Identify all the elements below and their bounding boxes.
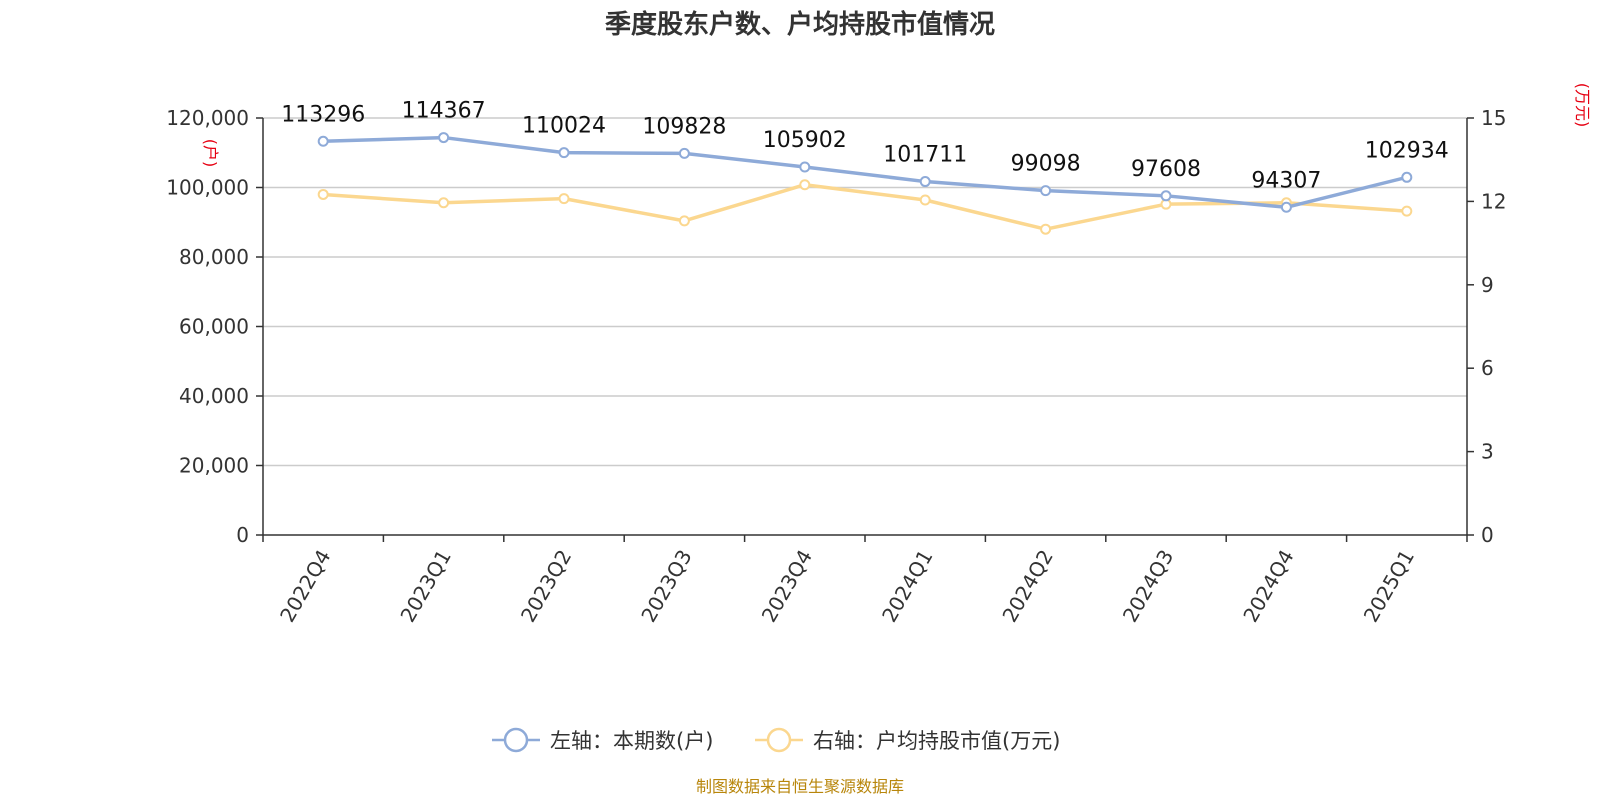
right-tick-label: 0 bbox=[1481, 523, 1494, 547]
x-tick-label: 2023Q1 bbox=[395, 546, 455, 627]
series bbox=[317, 132, 1413, 235]
legend-label: 右轴：户均持股市值(万元) bbox=[813, 729, 1060, 753]
data-label: 102934 bbox=[1365, 138, 1449, 163]
x-tick-label: 2023Q3 bbox=[636, 546, 696, 627]
data-point[interactable] bbox=[1160, 190, 1172, 202]
legend-marker bbox=[503, 727, 529, 753]
data-point[interactable] bbox=[919, 194, 931, 206]
right-axis-unit: (万元) bbox=[1573, 83, 1592, 128]
left-tick-label: 40,000 bbox=[179, 384, 249, 408]
legend[interactable]: 左轴：本期数(户) 右轴：户均持股市值(万元) bbox=[492, 727, 1060, 753]
right-tick-label: 15 bbox=[1481, 106, 1506, 130]
x-tick-label: 2022Q4 bbox=[275, 546, 335, 627]
x-tick-label: 2024Q2 bbox=[997, 546, 1057, 627]
data-label: 105902 bbox=[763, 128, 847, 153]
left-tick-label: 60,000 bbox=[179, 315, 249, 339]
data-point[interactable] bbox=[1040, 185, 1052, 197]
data-point[interactable] bbox=[558, 147, 570, 159]
source-note: 制图数据来自恒生聚源数据库 bbox=[696, 777, 904, 796]
data-point[interactable] bbox=[678, 147, 690, 159]
left-tick-label: 80,000 bbox=[179, 245, 249, 269]
series-line bbox=[323, 135, 1408, 210]
x-tick-label: 2024Q4 bbox=[1238, 546, 1298, 627]
legend-item[interactable]: 右轴：户均持股市值(万元) bbox=[755, 727, 1060, 753]
data-point[interactable] bbox=[317, 135, 329, 147]
x-tick-label: 2025Q1 bbox=[1359, 546, 1419, 627]
data-labels: 113296 114367 110024 109828 105902 101711 9909… bbox=[281, 99, 1449, 194]
chart-title: 季度股东户数、户均持股市值情况 bbox=[605, 9, 995, 40]
data-point[interactable] bbox=[1280, 201, 1292, 213]
x-tick-label: 2024Q3 bbox=[1118, 546, 1178, 627]
data-label: 110024 bbox=[522, 114, 606, 139]
data-label: 114367 bbox=[402, 99, 486, 124]
left-tick-label: 20,000 bbox=[179, 454, 249, 478]
data-point[interactable] bbox=[919, 176, 931, 188]
grid bbox=[263, 117, 1467, 467]
x-tick-label: 2023Q2 bbox=[516, 546, 576, 627]
data-point[interactable] bbox=[1401, 205, 1413, 217]
data-label: 99098 bbox=[1011, 152, 1081, 177]
data-point[interactable] bbox=[438, 197, 450, 209]
data-label: 97608 bbox=[1131, 157, 1201, 182]
legend-item[interactable]: 左轴：本期数(户) bbox=[492, 727, 713, 753]
x-tick-label: 2023Q4 bbox=[757, 546, 817, 627]
left-tick-label: 100,000 bbox=[166, 176, 249, 200]
left-axis-unit: (户) bbox=[201, 139, 220, 168]
left-tick-label: 0 bbox=[236, 523, 249, 547]
data-point[interactable] bbox=[678, 215, 690, 227]
data-point[interactable] bbox=[1401, 171, 1413, 183]
legend-label: 左轴：本期数(户) bbox=[550, 729, 713, 753]
data-point[interactable] bbox=[1040, 223, 1052, 235]
right-tick-label: 3 bbox=[1481, 440, 1494, 464]
data-point[interactable] bbox=[317, 188, 329, 200]
left-tick-label: 120,000 bbox=[166, 106, 249, 130]
x-tick-label: 2024Q1 bbox=[877, 546, 937, 627]
data-label: 101711 bbox=[883, 143, 967, 168]
series-line bbox=[323, 182, 1407, 231]
right-tick-label: 12 bbox=[1481, 189, 1506, 213]
data-point[interactable] bbox=[438, 132, 450, 144]
data-label: 109828 bbox=[642, 114, 726, 139]
data-point[interactable] bbox=[799, 179, 811, 191]
right-tick-label: 9 bbox=[1481, 273, 1494, 297]
data-label: 94307 bbox=[1251, 168, 1321, 193]
data-point[interactable] bbox=[799, 161, 811, 173]
data-label: 113296 bbox=[281, 102, 365, 127]
right-tick-label: 6 bbox=[1481, 356, 1494, 380]
legend-marker bbox=[766, 727, 792, 753]
data-point[interactable] bbox=[558, 193, 570, 205]
